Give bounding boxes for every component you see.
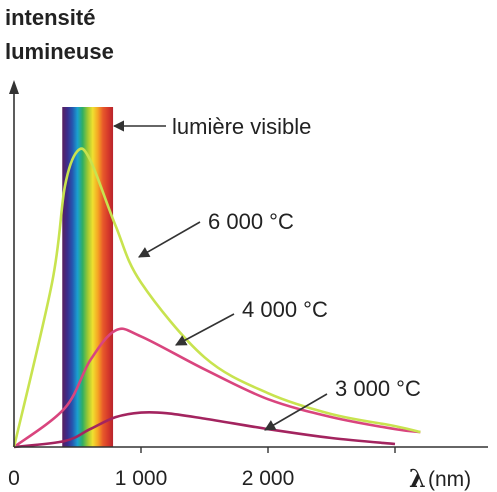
x-tick-label: 0: [8, 467, 20, 490]
x-tick-label: 1 000: [115, 467, 168, 490]
y-axis-arrow: [9, 80, 19, 94]
series-arrow-6000: [138, 221, 201, 258]
curve-6000: [12, 147, 421, 448]
series-label-6000: 6 000 °C: [208, 209, 294, 234]
visible-light-label: lumière visible: [172, 114, 311, 139]
y-axis-label-line: lumineuse: [5, 39, 114, 64]
x-axis-symbol: λ: [409, 464, 426, 492]
x-axis-unit: (nm): [428, 468, 471, 491]
series-arrow-3000: [264, 393, 328, 431]
y-axis-label-line: intensité: [5, 5, 95, 30]
series-label-4000: 4 000 °C: [242, 297, 328, 322]
curve-4000: [13, 327, 421, 449]
x-tick-label: 2 000: [242, 467, 295, 490]
curve-3000: [13, 410, 396, 449]
series-label-3000: 3 000 °C: [335, 376, 421, 401]
series-arrow-4000: [175, 313, 235, 346]
visible-spectrum-band: [62, 107, 114, 447]
